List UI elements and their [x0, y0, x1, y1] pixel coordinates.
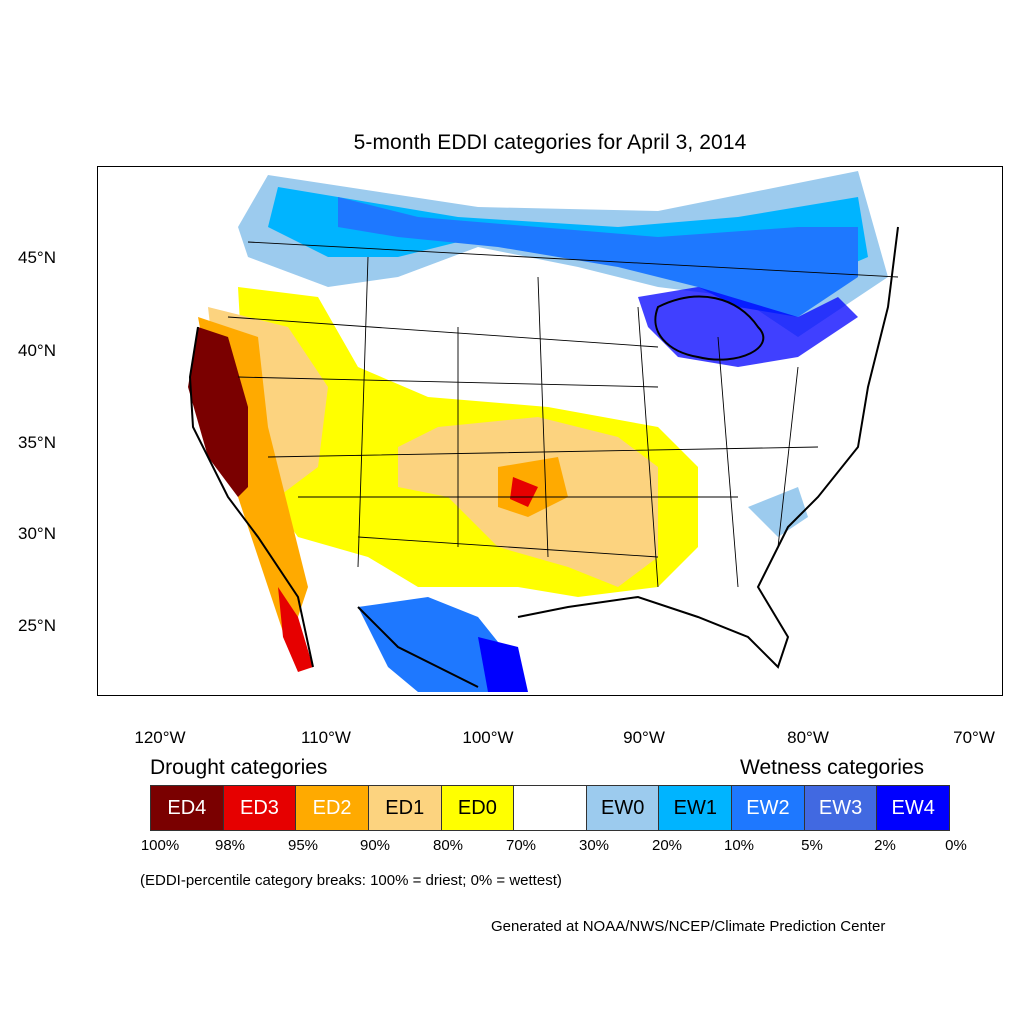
legend-box-ed4: ED4	[150, 785, 224, 831]
lat-label-30n: 30°N	[18, 524, 56, 543]
lon-label-90w: 90°W	[623, 728, 665, 747]
percentile-break: 70%	[505, 837, 537, 854]
drought-region-ed3-baja	[278, 587, 313, 672]
legend-box-neutral	[514, 785, 587, 831]
percentile-break: 98%	[214, 837, 246, 854]
percentile-break: 100%	[140, 837, 180, 854]
lat-label-45n: 45°N	[18, 248, 56, 267]
legend-box-ew0: EW0	[586, 785, 660, 831]
legend-box-ew4: EW4	[877, 785, 951, 831]
wet-region-mex-ew1	[358, 597, 518, 692]
eddi-map	[97, 166, 1003, 696]
percentile-break: 10%	[723, 837, 755, 854]
lon-label-80w: 80°W	[787, 728, 829, 747]
lat-label-25n: 25°N	[18, 616, 56, 635]
drought-categories-heading: Drought categories	[150, 756, 328, 779]
map-title: 5-month EDDI categories for April 3, 201…	[353, 131, 747, 154]
eddi-map-canvas	[188, 171, 899, 692]
wet-region-tx-ew4	[478, 637, 528, 692]
legend-box-ew2: EW2	[732, 785, 805, 831]
percentile-break: 20%	[651, 837, 683, 854]
legend-box-ed0: ED0	[441, 785, 515, 831]
coastline	[188, 226, 899, 688]
credit-line: Generated at NOAA/NWS/NCEP/Climate Predi…	[491, 918, 886, 935]
wetness-categories-heading: Wetness categories	[740, 756, 925, 779]
lat-label-35n: 35°N	[18, 433, 56, 452]
lon-label-110w: 110°W	[301, 728, 351, 747]
lat-label-40n: 40°N	[18, 341, 56, 360]
legend-box-ew3: EW3	[804, 785, 878, 831]
wet-region-greatlakes-ew4	[638, 287, 858, 367]
lon-label-100w: 100°W	[462, 728, 514, 747]
drought-region-ed3-ok	[510, 477, 538, 507]
percentile-break: 95%	[287, 837, 319, 854]
legend-box-ed1: ED1	[368, 785, 442, 831]
category-breaks-note: (EDDI-percentile category breaks: 100% =…	[140, 872, 562, 889]
wet-region-north-ew2	[338, 197, 858, 317]
percentile-break: 80%	[432, 837, 464, 854]
percentile-break: 90%	[359, 837, 391, 854]
percentile-break: 30%	[578, 837, 610, 854]
lon-label-120w: 120°W	[134, 728, 186, 747]
legend-box-ew1: EW1	[659, 785, 733, 831]
wet-region-carolina	[748, 487, 808, 537]
percentile-break: 0%	[945, 837, 967, 854]
percentile-break: 5%	[801, 837, 823, 854]
category-legend: ED4 ED3 ED2 ED1 ED0 EW0 EW1 EW2 EW3 EW4	[150, 785, 951, 831]
state-boundaries	[227, 241, 899, 588]
legend-box-ed3: ED3	[223, 785, 297, 831]
legend-box-ed2: ED2	[296, 785, 369, 831]
percentile-break: 2%	[874, 837, 896, 854]
drought-region-ed4	[188, 327, 248, 497]
lon-label-70w: 70°W	[953, 728, 995, 747]
